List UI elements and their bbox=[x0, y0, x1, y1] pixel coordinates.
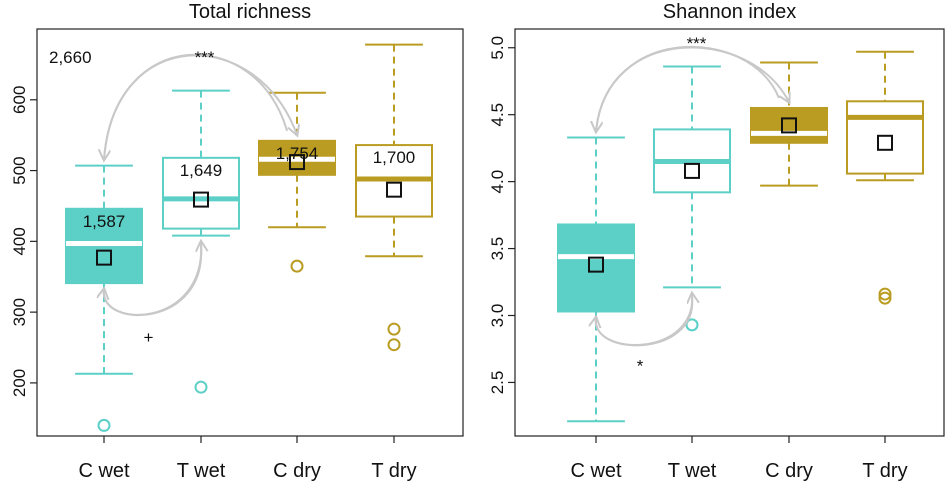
plot-frame bbox=[514, 28, 945, 437]
y-tick-label: 5.0 bbox=[488, 36, 507, 60]
x-tick-label: T dry bbox=[371, 460, 416, 482]
significance-arrow-bottom-back bbox=[596, 297, 694, 347]
box-iqr bbox=[846, 100, 924, 175]
median-label: 1,649 bbox=[180, 161, 223, 180]
median-label: 1,587 bbox=[83, 212, 126, 231]
mean-marker bbox=[877, 134, 893, 151]
box-c-dry bbox=[750, 61, 828, 187]
y-tick-label: 4.5 bbox=[488, 103, 507, 127]
significance-label-top: *** bbox=[195, 48, 215, 67]
box-c-dry: 1,754 bbox=[258, 91, 336, 273]
x-tick-label: C wet bbox=[570, 460, 622, 482]
total-richness-panel: Total richness 200 300 400 500 600 C wet T wet C… bbox=[10, 1, 464, 482]
x-tick-label: T wet bbox=[668, 460, 717, 482]
outlier-point bbox=[194, 380, 208, 394]
box-t-wet: 1,649 bbox=[162, 89, 240, 394]
box-c-wet bbox=[557, 136, 635, 423]
mean-marker bbox=[96, 249, 112, 266]
chart-title: Total richness bbox=[189, 1, 311, 23]
outlier-point bbox=[878, 291, 892, 305]
significance-arrow-bottom-back bbox=[104, 245, 203, 317]
corner-label: 2,660 bbox=[49, 48, 92, 67]
x-tick-label: T dry bbox=[862, 460, 907, 482]
significance-label-bottom: + bbox=[144, 328, 154, 347]
mean-marker bbox=[684, 162, 700, 179]
significance-label-bottom: * bbox=[637, 356, 644, 375]
y-tick-label: 3.0 bbox=[488, 304, 507, 328]
outlier-point bbox=[290, 259, 304, 273]
x-tick-label: C dry bbox=[765, 460, 813, 482]
outlier-point bbox=[387, 338, 401, 352]
outlier-point bbox=[97, 418, 111, 432]
plot-frame bbox=[36, 28, 464, 437]
y-tick-label: 4.0 bbox=[488, 170, 507, 194]
significance-arrow-top-back bbox=[596, 45, 780, 132]
y-tick-label: 600 bbox=[10, 86, 29, 114]
x-tick-label: T wet bbox=[177, 460, 226, 482]
median-label: 1,700 bbox=[373, 148, 416, 167]
significance-label-top: *** bbox=[687, 34, 707, 53]
mean-marker bbox=[781, 117, 797, 134]
y-tick-label: 2.5 bbox=[488, 371, 507, 395]
median-label: 1,754 bbox=[276, 144, 319, 163]
x-tick-label: C dry bbox=[273, 460, 321, 482]
box-iqr bbox=[557, 223, 635, 313]
x-tick-label: C wet bbox=[78, 460, 130, 482]
y-tick-label: 3.5 bbox=[488, 237, 507, 261]
mean-marker bbox=[193, 191, 209, 208]
y-tick-label: 400 bbox=[10, 227, 29, 255]
significance-arrow-top-back bbox=[104, 53, 288, 160]
box-t-wet bbox=[653, 65, 731, 332]
box-c-wet: 1,587 bbox=[65, 164, 143, 432]
chart-title: Shannon index bbox=[663, 1, 796, 23]
y-tick-label: 500 bbox=[10, 156, 29, 184]
box-iqr bbox=[750, 106, 828, 144]
outlier-point bbox=[878, 287, 892, 301]
y-tick-label: 300 bbox=[10, 298, 29, 326]
box-t-dry: 1,700 bbox=[355, 43, 433, 352]
mean-marker bbox=[289, 154, 305, 171]
mean-marker bbox=[588, 256, 604, 273]
outlier-point bbox=[387, 322, 401, 336]
box-t-dry bbox=[846, 50, 924, 305]
outlier-point bbox=[685, 318, 699, 332]
y-tick-label: 200 bbox=[10, 369, 29, 397]
shannon-index-panel: Shannon index 2.5 3.0 3.5 4.0 4.5 5.0 C wet T we… bbox=[488, 1, 945, 482]
mean-marker bbox=[386, 181, 402, 198]
